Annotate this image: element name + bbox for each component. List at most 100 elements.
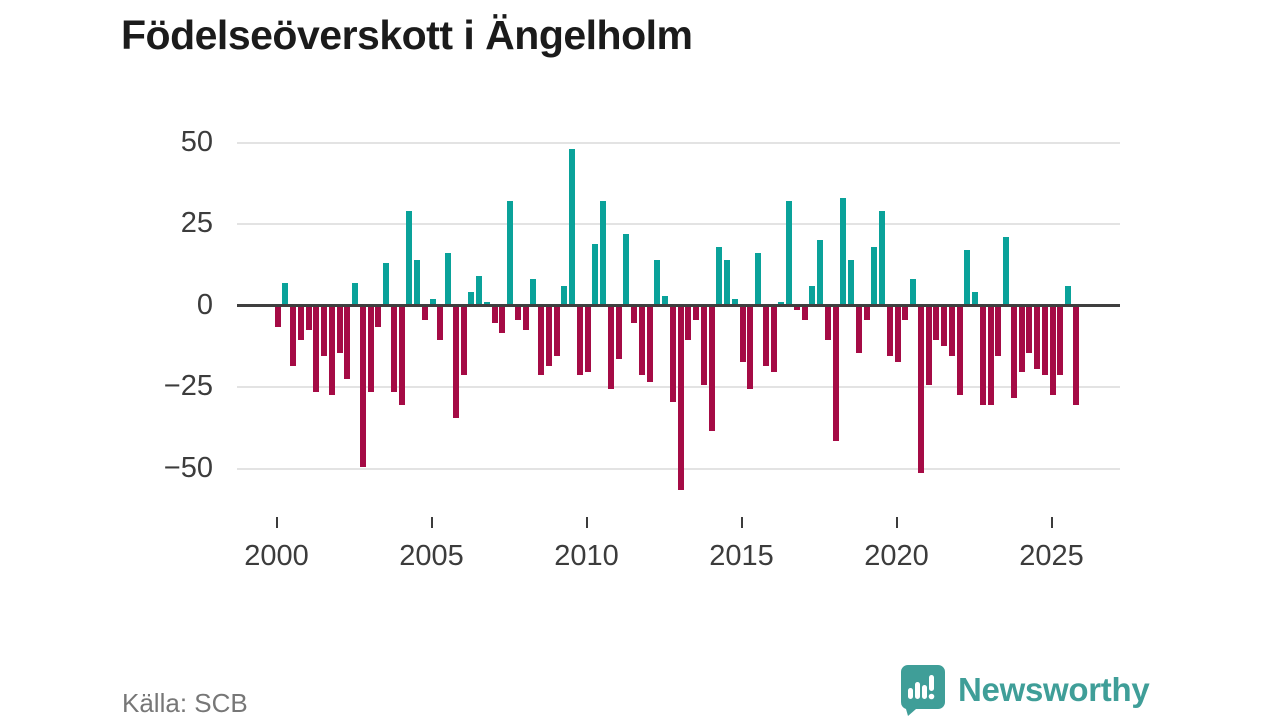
bar-2017-q3 [817,240,823,306]
bar-2013-q3 [693,307,699,321]
bar-2020-q1 [894,307,901,363]
bar-2025-q4 [1072,307,1079,405]
bar-2018-q1 [832,307,839,441]
bar-2007-q1 [491,307,498,324]
bar-2025-q1 [1049,307,1056,396]
y-gridline [237,223,1120,225]
bar-2003-q2 [375,307,382,327]
bar-2019-q4 [886,307,893,356]
bar-2005-q2 [437,307,444,340]
bar-2008-q2 [530,279,537,306]
bar-2014-q4 [731,298,738,306]
x-axis-tick-label: 2025 [1019,540,1084,572]
bar-2019-q3 [879,210,885,306]
bar-2008-q4 [545,307,552,366]
bar-2019-q2 [871,246,878,306]
bar-2018-q4 [855,307,862,353]
bar-2025-q2 [1057,307,1064,376]
bar-2021-q1 [925,307,932,386]
y-axis-tick-label: 50 [180,125,213,158]
bar-2000-q1 [274,307,281,327]
y-axis-tick-label: 25 [180,207,213,239]
bar-2001-q4 [328,307,335,396]
y-gridline [237,141,1120,144]
bar-2003-q1 [367,307,374,392]
bar-2000-q4 [297,307,304,340]
x-axis-tick-label: 2010 [554,540,619,572]
bar-2010-q1 [584,307,591,373]
x-axis-tick [1050,517,1053,528]
bar-2020-q3 [910,279,916,306]
bar-2010-q2 [592,243,599,306]
bar-2006-q4 [483,302,490,306]
bar-2023-q3 [1003,237,1009,306]
bar-2022-q2 [964,250,971,306]
bar-2011-q1 [615,307,622,360]
bar-2021-q3 [941,307,947,347]
bar-2002-q1 [336,307,343,353]
x-axis-tick-label: 2020 [864,540,929,572]
bar-2009-q1 [553,307,560,356]
bar-2025-q3 [1065,285,1071,306]
brand-name: Newsworthy [958,671,1150,708]
bar-2016-q1 [770,307,777,373]
bar-2016-q3 [786,201,792,306]
bar-2024-q2 [1026,307,1033,353]
bar-2003-q4 [390,307,397,392]
bar-2020-q4 [917,307,924,474]
bar-2023-q1 [987,307,994,405]
bar-2006-q3 [476,276,482,306]
bar-2017-q4 [824,307,831,340]
bar-2011-q4 [638,307,645,376]
bar-2000-q2 [282,282,289,306]
newsworthy-bubble-icon [900,665,945,716]
bar-2004-q4 [421,307,428,321]
bar-2007-q2 [499,307,506,334]
bar-2009-q2 [561,285,568,306]
bar-2001-q3 [321,307,327,356]
bar-2021-q4 [948,307,955,356]
bar-2005-q4 [452,307,459,418]
bar-2012-q2 [654,259,661,306]
bar-2024-q3 [1034,307,1040,369]
bar-2014-q2 [716,246,723,306]
y-axis-tick-label: −50 [163,451,213,484]
bar-2016-q2 [778,302,785,306]
x-axis-tick-label: 2015 [709,540,774,572]
plot-area: 50 25 0 −25 −50 [164,127,1120,510]
bar-2014-q1 [708,307,715,431]
bar-2018-q2 [840,197,847,306]
bar-2017-q2 [809,285,816,306]
bar-2001-q2 [313,307,320,392]
bar-2004-q2 [406,210,413,306]
bar-2014-q3 [724,259,730,306]
x-axis-tick [430,517,433,528]
bar-2024-q1 [1018,307,1025,373]
bar-2000-q3 [290,307,296,366]
zero-axis-line [237,304,1120,307]
bar-2023-q4 [1010,307,1017,399]
bar-2001-q1 [305,307,312,330]
bar-2011-q3 [631,307,637,324]
x-axis-tick [585,517,588,528]
bar-2022-q1 [956,307,963,396]
bar-2002-q3 [352,282,358,306]
chart-title: Födelseöverskott i Ängelholm [121,12,693,58]
bar-2018-q3 [848,259,854,306]
bar-2004-q1 [398,307,405,405]
bar-2007-q4 [514,307,521,321]
bar-2019-q1 [863,307,870,321]
source-caption: Källa: SCB [122,688,248,718]
bar-2008-q3 [538,307,544,376]
bar-2005-q3 [445,253,451,306]
bar-2021-q2 [933,307,940,340]
bar-2022-q4 [979,307,986,405]
bar-2015-q4 [762,307,769,366]
bar-2007-q3 [507,201,513,306]
bar-2013-q2 [685,307,692,340]
bar-2010-q3 [600,201,606,306]
bar-2012-q3 [662,295,668,306]
bar-2013-q1 [677,307,684,490]
bar-2002-q4 [359,307,366,467]
bar-2017-q1 [801,307,808,321]
